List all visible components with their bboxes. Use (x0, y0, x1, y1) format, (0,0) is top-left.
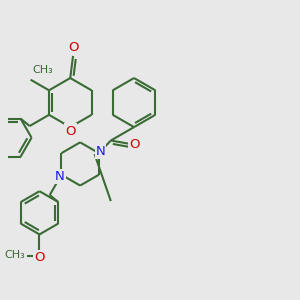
Text: O: O (68, 41, 78, 54)
Text: N: N (55, 170, 64, 183)
Text: N: N (96, 145, 105, 158)
Text: O: O (65, 124, 76, 137)
Text: O: O (34, 251, 45, 264)
Text: CH₃: CH₃ (33, 65, 54, 75)
Text: CH₃: CH₃ (5, 250, 26, 260)
Text: O: O (129, 138, 140, 151)
